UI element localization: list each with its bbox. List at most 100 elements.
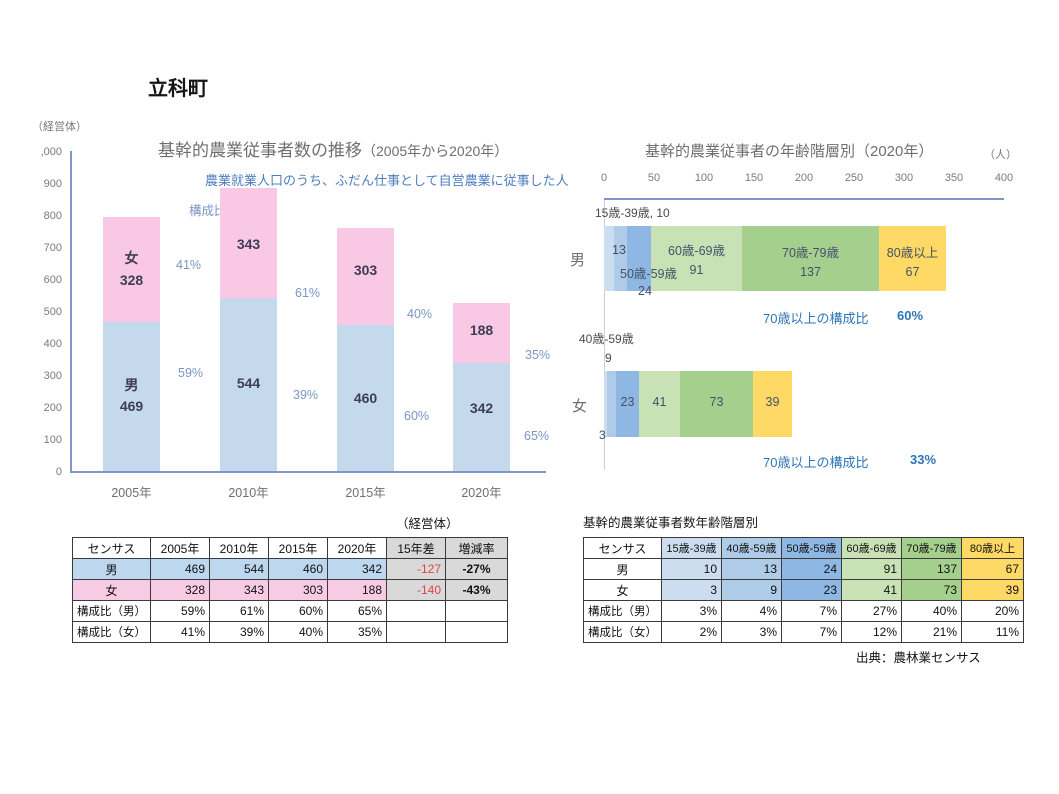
table-cell: 3%	[661, 600, 722, 622]
female-share-row: 構成比（女） 2% 3% 7% 12% 21% 11%	[583, 621, 1024, 643]
female-row-label: 女	[572, 398, 588, 415]
segment-value-label: 91	[689, 263, 704, 277]
y-tick: 100	[43, 434, 62, 446]
table-cell: 13	[721, 558, 782, 580]
table-header-cell: 15歳-39歳	[661, 537, 722, 559]
x-tick: 200	[794, 172, 814, 184]
male-segment-70-79	[742, 226, 879, 291]
table-cell: 20%	[961, 600, 1024, 622]
table-cell: 41	[841, 579, 902, 601]
table-header-cell: 2015年	[268, 537, 328, 559]
male-share-row: 構成比（男） 3% 4% 7% 27% 40% 20%	[583, 600, 1024, 622]
table-cell: 188	[327, 579, 387, 601]
male-15-39-note: 15歳-39歳, 10	[595, 206, 670, 220]
table-cell: 342	[327, 558, 387, 580]
male-segment-15-39	[604, 226, 614, 291]
y-tick: 600	[43, 274, 62, 286]
bar-2020-female-segment	[453, 303, 510, 363]
left-chart-y-axis	[70, 151, 72, 473]
empty-cell	[445, 600, 508, 622]
bar-2020-male-segment	[453, 363, 510, 472]
bar-2010-male-segment	[220, 298, 277, 472]
female-row: 女 3 9 23 41 73 39	[583, 579, 1024, 601]
bar-2015-male-segment	[337, 325, 394, 472]
x-tick: 100	[694, 172, 714, 184]
table-cell: 7%	[781, 621, 842, 643]
segment-value-label: 24	[638, 284, 652, 298]
left-summary-table: センサス 2005年 2010年 2015年 2020年 15年差 増減率 男 …	[72, 537, 508, 643]
table-cell: 61%	[209, 600, 269, 622]
x-category-label: 2020年	[461, 486, 502, 500]
row-label-cell: 男	[72, 558, 151, 580]
table-cell: 59%	[150, 600, 210, 622]
percent-label: 41%	[176, 258, 202, 272]
table-cell: 7%	[781, 600, 842, 622]
x-tick: 0	[600, 172, 608, 184]
right-table-title: 基幹的農業従事者数年齢階層別	[583, 516, 759, 530]
percent-label: 65%	[524, 429, 550, 443]
left-chart-title-paren: （2005年から2020年）	[362, 143, 509, 159]
segment-name-label: 50歳-59歳	[620, 267, 677, 281]
source-note: 出典：農林業センサス	[856, 651, 981, 665]
table-header-cell: 2010年	[209, 537, 269, 559]
y-tick: 700	[43, 242, 62, 254]
male-series-label: 男	[124, 377, 139, 393]
empty-cell	[386, 621, 446, 643]
male-segment-40-59	[614, 226, 627, 291]
table-cell: 35%	[327, 621, 387, 643]
percent-label: 60%	[404, 409, 430, 423]
left-chart-subtitle: 農業就業人口のうち、ふだん仕事として自営農業に従事した人	[205, 173, 569, 188]
x-tick: 350	[944, 172, 964, 184]
male-share-row: 構成比（男） 59% 61% 60% 65%	[72, 600, 508, 622]
table-cell: 23	[781, 579, 842, 601]
over70-share-label: 70歳以上の構成比	[763, 455, 869, 470]
bar-2005-male-segment	[103, 322, 160, 472]
table-cell: 328	[150, 579, 210, 601]
table-cell: 544	[209, 558, 269, 580]
bar-value-label: 303	[353, 262, 378, 278]
table-cell: 343	[209, 579, 269, 601]
y-tick: 900	[43, 178, 62, 190]
x-category-label: 2005年	[111, 486, 152, 500]
female-segment-70-79	[680, 371, 753, 437]
table-cell: 2%	[661, 621, 722, 643]
y-tick: ,000	[40, 146, 62, 158]
right-chart-baseline	[604, 200, 605, 470]
female-share-row: 構成比（女） 41% 39% 40% 35%	[72, 621, 508, 643]
rate-cell: -43%	[445, 579, 508, 601]
bar-value-label: 469	[119, 398, 144, 414]
male-row: 男 10 13 24 91 137 67	[583, 558, 1024, 580]
table-header-cell: 70歳-79歳	[901, 537, 962, 559]
y-tick: 500	[43, 306, 62, 318]
x-category-label: 2015年	[345, 486, 386, 500]
table-cell: 303	[268, 579, 328, 601]
percent-label: 35%	[525, 348, 551, 362]
table-cell: 12%	[841, 621, 902, 643]
x-category-label: 2010年	[228, 486, 269, 500]
segment-value-label: 13	[612, 243, 626, 257]
table-header-row: センサス 15歳-39歳 40歳-59歳 50歳-59歳 60歳-69歳 70歳…	[583, 537, 1024, 559]
table-cell: 65%	[327, 600, 387, 622]
male-segment-50-59	[627, 226, 651, 291]
bar-2005-female-segment	[103, 217, 160, 322]
female-series-label: 女	[124, 250, 139, 266]
empty-cell	[445, 621, 508, 643]
table-cell: 9	[721, 579, 782, 601]
table-cell: 40%	[268, 621, 328, 643]
segment-value-label: 67	[905, 265, 920, 279]
table-header-cell: 40歳-59歳	[721, 537, 782, 559]
bar-2015-female-segment	[337, 228, 394, 325]
empty-cell	[386, 600, 446, 622]
table-cell: 73	[901, 579, 962, 601]
x-tick: 150	[744, 172, 764, 184]
table-header-cell: 2020年	[327, 537, 387, 559]
y-tick: 0	[55, 466, 62, 478]
segment-name-label: 80歳以上	[886, 246, 939, 260]
male-row: 男 469 544 460 342 -127 -27%	[72, 558, 508, 580]
right-chart-unit-label: （人）	[984, 149, 1017, 161]
percent-label: 40%	[407, 307, 433, 321]
percent-label: 59%	[178, 366, 204, 380]
x-tick: 400	[994, 172, 1014, 184]
table-cell: 41%	[150, 621, 210, 643]
